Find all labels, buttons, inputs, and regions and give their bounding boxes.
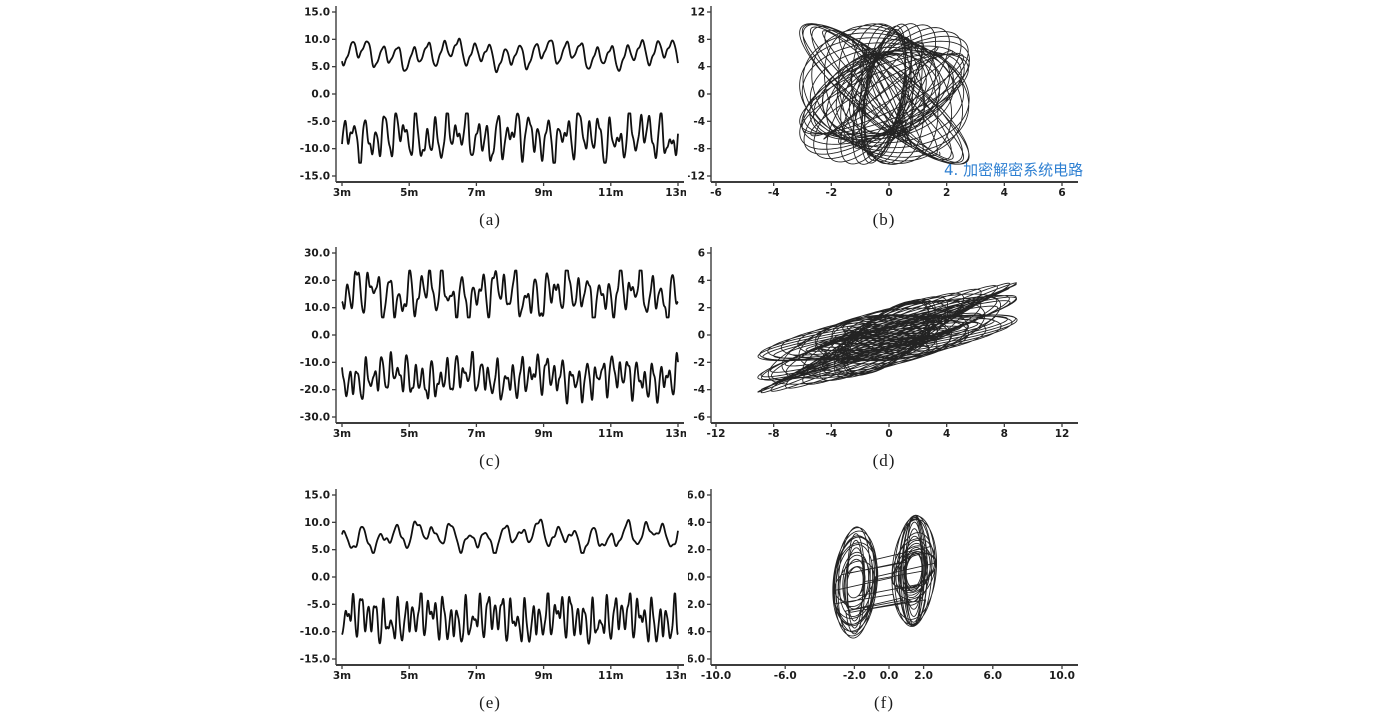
phase-portrait-chart-f bbox=[688, 485, 1080, 689]
phase-portrait-chart-b bbox=[688, 2, 1080, 206]
panel-caption-e: (e) bbox=[479, 693, 501, 712]
panel-caption-d: (d) bbox=[872, 451, 896, 470]
panel-caption-f: (f) bbox=[874, 693, 894, 712]
panel-f: (f) bbox=[688, 485, 1080, 721]
panel-caption-c: (c) bbox=[479, 451, 501, 470]
panel-caption-b: (b) bbox=[872, 210, 896, 229]
panel-c: (c) bbox=[294, 243, 686, 479]
panel-b: (b) bbox=[688, 2, 1080, 238]
panel-a: (a) bbox=[294, 2, 686, 238]
waveform-chart-a bbox=[294, 2, 686, 206]
phase-portrait-chart-d bbox=[688, 243, 1080, 447]
waveform-chart-e bbox=[294, 485, 686, 689]
panel-caption-a: (a) bbox=[479, 210, 501, 229]
panel-d: (d) bbox=[688, 243, 1080, 479]
waveform-chart-c bbox=[294, 243, 686, 447]
encryption-section-link[interactable]: 4. 加密解密系统电路 bbox=[944, 161, 1084, 179]
panel-e: (e) bbox=[294, 485, 686, 721]
